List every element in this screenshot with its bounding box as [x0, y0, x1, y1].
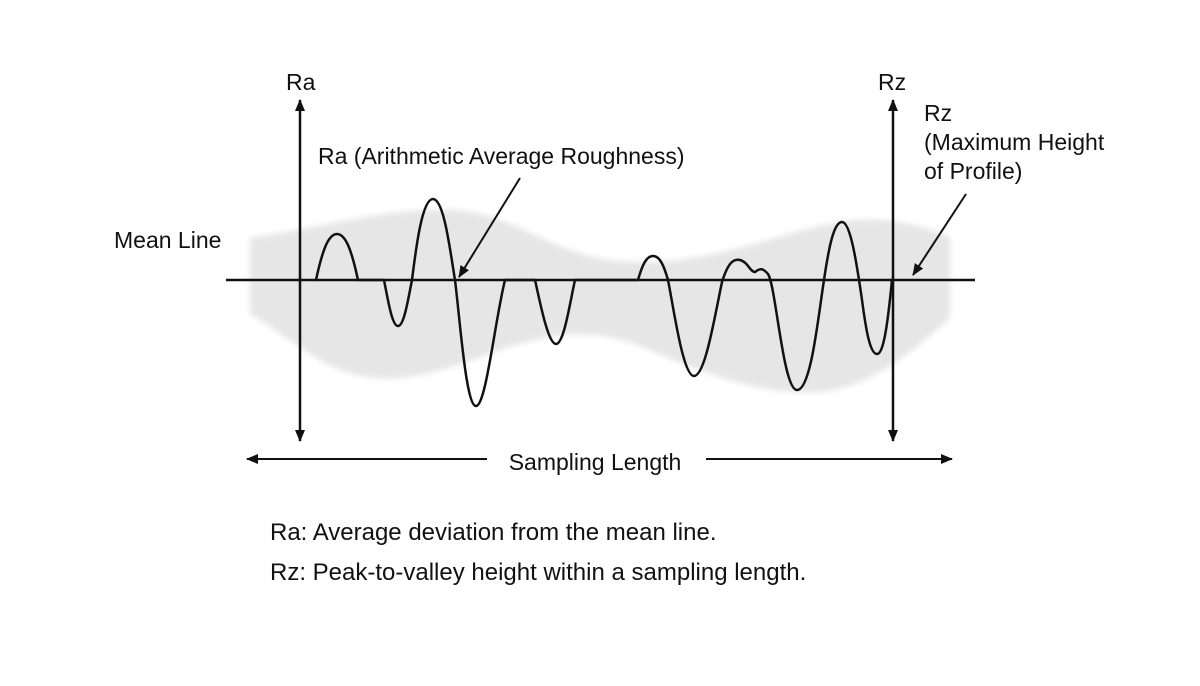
sampling-length-label: Sampling Length [509, 449, 682, 475]
rz-callout-line-1: Rz [924, 100, 952, 126]
rz-callout-arrow [912, 193, 967, 276]
ra-callout-label: Ra (Arithmetic Average Roughness) [318, 143, 684, 169]
rz-callout-line-3: of Profile) [924, 158, 1022, 184]
rz-axis-label: Rz [878, 69, 906, 95]
ra-axis-label: Ra [286, 69, 316, 95]
mean-line-label: Mean Line [114, 227, 221, 253]
legend-rz: Rz: Peak-to-valley height within a sampl… [270, 559, 806, 586]
rz-callout-line-2: (Maximum Height [924, 129, 1105, 155]
roughness-envelope-band [250, 209, 950, 393]
ra-callout-arrow [458, 177, 521, 278]
legend-ra: Ra: Average deviation from the mean line… [270, 519, 716, 546]
surface-profile-curve [314, 197, 894, 408]
